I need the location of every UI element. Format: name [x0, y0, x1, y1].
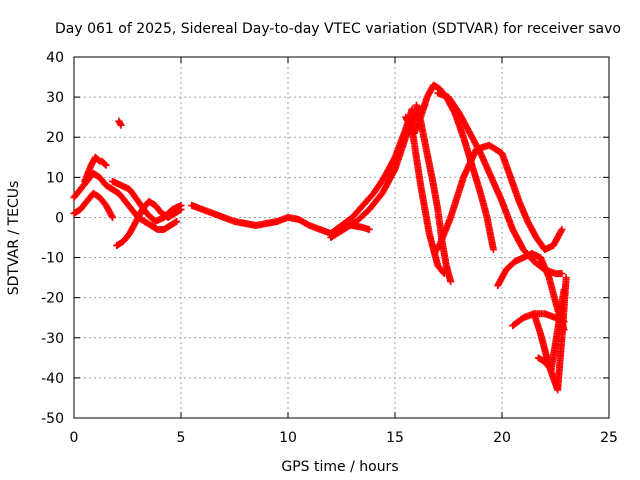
y-tick-label: -50 — [41, 411, 64, 427]
y-axis-label: SDTVAR / TECUs — [6, 181, 22, 296]
y-tick-label: -20 — [41, 291, 64, 307]
y-tick-label: 30 — [46, 90, 64, 106]
series-track-p — [434, 141, 566, 254]
series-track-a — [70, 169, 181, 233]
y-tick-label: -40 — [41, 371, 64, 387]
y-tick-label: -30 — [41, 331, 64, 347]
series-track-g — [98, 157, 110, 169]
y-tick-label: 40 — [46, 50, 64, 66]
y-tick-label: 20 — [46, 130, 64, 146]
y-tick-label: 10 — [46, 170, 64, 186]
series-track-j — [327, 101, 429, 241]
y-tick-label: -10 — [41, 251, 64, 267]
x-tick-label: 0 — [70, 430, 79, 446]
x-tick-label: 25 — [600, 430, 618, 446]
grid-lines — [74, 57, 609, 418]
chart-title: Day 061 of 2025, Sidereal Day-to-day VTE… — [55, 21, 621, 37]
series-track-t — [534, 286, 568, 374]
series-track-k — [338, 221, 373, 233]
plot-frame — [73, 56, 610, 419]
x-tick-label: 15 — [386, 430, 404, 446]
x-tick-label: 20 — [493, 430, 511, 446]
axis-ticks: 0 5 10 15 20 25 40 30 20 10 0 -10 -20 -30 -40 -50 — [41, 50, 618, 446]
series-track-h — [188, 201, 335, 237]
data-points — [70, 81, 570, 394]
series-track-b — [70, 189, 117, 221]
y-tick-label: 0 — [55, 210, 64, 226]
series-track-e — [109, 177, 185, 225]
x-axis-label: GPS time / hours — [281, 459, 398, 475]
series-track-f — [115, 117, 125, 129]
x-tick-label: 5 — [177, 430, 186, 446]
x-tick-label: 10 — [279, 430, 297, 446]
series-track-c — [81, 153, 104, 185]
